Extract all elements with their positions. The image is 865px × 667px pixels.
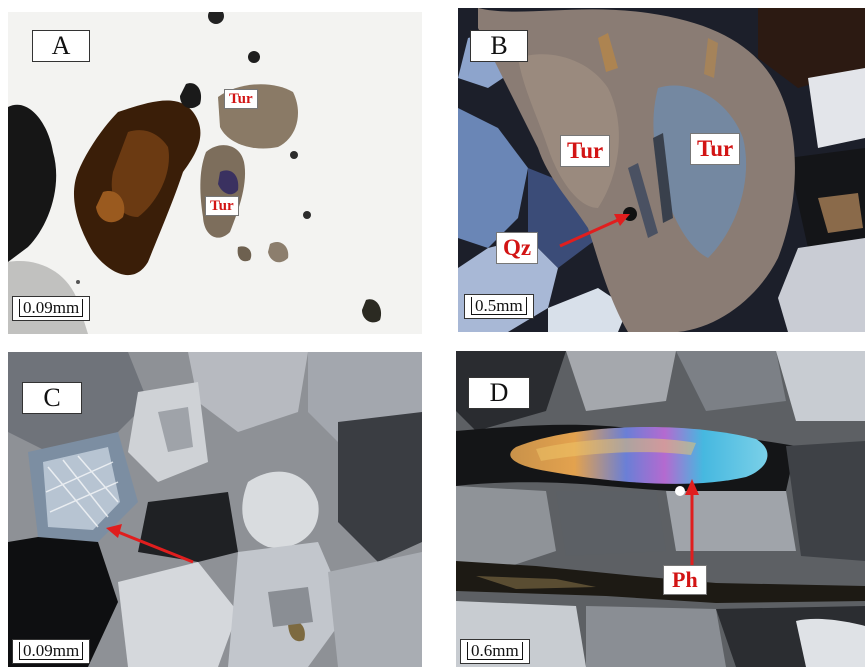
micrograph-panel-a: A Tur Tur 0.09mm	[8, 12, 422, 334]
micrograph-panel-c: C 0.09mm	[8, 352, 422, 667]
scale-bar-d: 0.6mm	[460, 639, 530, 664]
mineral-label-tur-right: Tur	[690, 133, 741, 165]
scale-bar-a-text: 0.09mm	[19, 299, 84, 317]
panel-letter-a: A	[32, 30, 90, 62]
micrograph-a-image	[8, 12, 422, 334]
micrograph-panel-d: D Ph 0.6mm	[456, 351, 865, 667]
mineral-label-tur-1: Tur	[224, 89, 258, 109]
mineral-label-tur-left: Tur	[560, 135, 611, 167]
panel-letter-b: B	[470, 30, 528, 62]
ph-arrow	[685, 479, 699, 567]
scale-bar-a: 0.09mm	[12, 296, 91, 321]
mineral-label-qz: Qz	[496, 232, 539, 264]
microcline-arrow	[106, 524, 194, 564]
scale-bar-b-text: 0.5mm	[471, 297, 527, 315]
micrograph-panel-b: B Tur Tur Qz 0.5mm	[458, 8, 865, 332]
panel-letter-c: C	[22, 382, 82, 414]
mineral-label-tur-2: Tur	[205, 196, 239, 216]
scale-bar-c: 0.09mm	[12, 639, 91, 664]
scale-bar-d-text: 0.6mm	[467, 642, 523, 660]
scale-bar-b: 0.5mm	[464, 294, 534, 319]
mineral-label-ph: Ph	[663, 565, 707, 595]
scale-bar-c-text: 0.09mm	[19, 642, 84, 660]
qz-arrow	[559, 214, 630, 248]
panel-letter-d: D	[468, 377, 530, 409]
